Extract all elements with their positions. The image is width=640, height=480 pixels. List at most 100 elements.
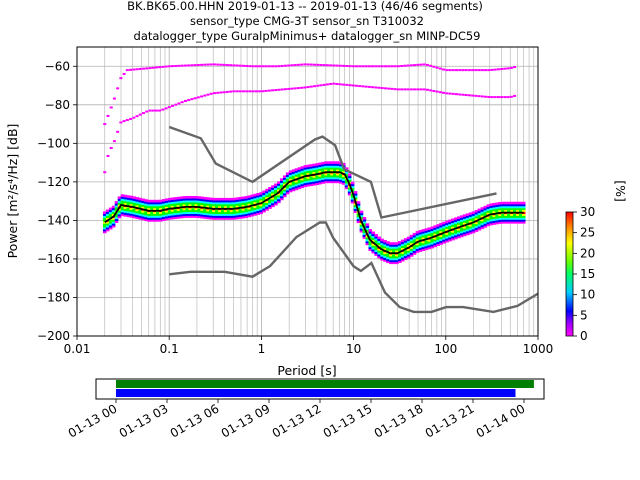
heatmap-cell: [501, 207, 505, 211]
heatmap-cell: [510, 209, 514, 213]
heatmap-cell: [448, 236, 452, 240]
heatmap-cell: [170, 205, 175, 208]
heatmap-cell: [377, 253, 381, 257]
heatmap-cell: [271, 185, 275, 188]
heatmap-cell: [282, 179, 287, 182]
x-tick-label: 0.1: [160, 342, 179, 356]
heatmap-cell: [247, 197, 252, 200]
heatmap-cell: [442, 241, 446, 244]
heatmap-cell: [380, 244, 384, 248]
heatmap-cell: [253, 213, 258, 216]
heatmap-cell: [489, 205, 494, 208]
heatmap-cell: [253, 195, 258, 199]
heatmap-cell: [212, 213, 216, 216]
heatmap-cell: [468, 220, 473, 223]
heatmap-cell: [392, 249, 396, 253]
heatmap-cell: [197, 213, 201, 217]
heatmap-cell: [291, 182, 296, 186]
heatmap-cell: [259, 203, 263, 207]
heatmap-cell: [159, 201, 163, 205]
heatmap-cell: [468, 227, 473, 231]
heatmap-cell: [117, 204, 122, 207]
heatmap-cell: [513, 221, 517, 224]
heatmap-cell: [188, 195, 193, 199]
heatmap-cell: [164, 198, 169, 202]
heatmap-cell: [229, 217, 234, 220]
heatmap-cell: [368, 236, 373, 240]
heatmap-cell: [374, 253, 378, 256]
heatmap-cell: [170, 212, 175, 216]
heatmap-cell: [274, 198, 278, 202]
lower-percentile-point: [116, 130, 120, 133]
upper-percentile-point: [229, 64, 233, 67]
heatmap-cell: [179, 204, 184, 207]
heatmap-cell: [212, 199, 216, 203]
heatmap-cell: [321, 179, 325, 182]
heatmap-cell: [501, 205, 505, 209]
heatmap-cell: [312, 165, 317, 169]
heatmap-cell: [297, 182, 302, 186]
heatmap-cell: [424, 245, 429, 249]
heatmap-cell: [129, 213, 134, 216]
heatmap-cell: [451, 224, 455, 227]
heatmap-cell: [380, 238, 384, 242]
heatmap-cell: [486, 219, 491, 223]
heatmap-cell: [277, 183, 281, 186]
upper-percentile-point: [138, 67, 142, 70]
heatmap-cell: [386, 260, 390, 264]
heatmap-cell: [492, 218, 497, 221]
heatmap-cell: [229, 215, 234, 218]
heatmap-cell: [333, 178, 337, 182]
heatmap-cell: [459, 221, 464, 224]
heatmap-cell: [108, 224, 113, 228]
heatmap-cell: [129, 201, 134, 205]
heatmap-cell: [282, 181, 287, 184]
heatmap-cell: [271, 204, 275, 208]
heatmap-cell: [442, 225, 446, 229]
heatmap-cell: [327, 174, 331, 178]
heatmap-cell: [336, 174, 340, 178]
heatmap-cell: [344, 180, 349, 184]
heatmap-cell: [288, 183, 293, 187]
heatmap-cell: [223, 201, 228, 205]
heatmap-cell: [477, 224, 482, 227]
lower-percentile-point: [393, 88, 397, 91]
heatmap-cell: [209, 203, 213, 207]
heatmap-cell: [271, 196, 275, 200]
lower-percentile-point: [196, 96, 200, 99]
heatmap-cell: [135, 214, 140, 218]
heatmap-cell: [132, 209, 137, 213]
heatmap-cell: [203, 204, 207, 208]
heatmap-cell: [108, 226, 113, 230]
heatmap-cell: [406, 244, 411, 247]
heatmap-cell: [188, 197, 193, 201]
heatmap-cell: [312, 169, 317, 173]
heatmap-cell: [507, 201, 511, 205]
heatmap-cell: [486, 208, 491, 211]
upper-percentile-point: [187, 64, 191, 67]
heatmap-cell: [244, 196, 249, 199]
heatmap-cell: [253, 211, 258, 214]
coverage-bars: [116, 380, 534, 397]
heatmap-cell: [465, 228, 470, 232]
lower-percentile-point: [422, 88, 426, 91]
lower-percentile-point: [358, 85, 362, 88]
heatmap-cell: [297, 167, 302, 170]
heatmap-cell: [454, 219, 458, 222]
heatmap-cell: [383, 257, 387, 260]
lower-percentile-point: [477, 95, 481, 98]
heatmap-cell: [271, 191, 275, 194]
lower-percentile-point: [106, 154, 110, 157]
heatmap-cell: [403, 249, 408, 253]
heatmap-cell: [303, 176, 308, 180]
heatmap-cell: [147, 219, 151, 222]
heatmap-cell: [471, 217, 476, 220]
heatmap-cell: [480, 218, 485, 222]
heatmap-cell: [445, 239, 449, 243]
heatmap-cell: [421, 240, 426, 244]
heatmap-cell: [412, 248, 417, 251]
heatmap-cell: [294, 185, 299, 189]
heatmap-cell: [424, 230, 429, 233]
heatmap-cell: [102, 213, 107, 216]
heatmap-cell: [220, 199, 225, 203]
